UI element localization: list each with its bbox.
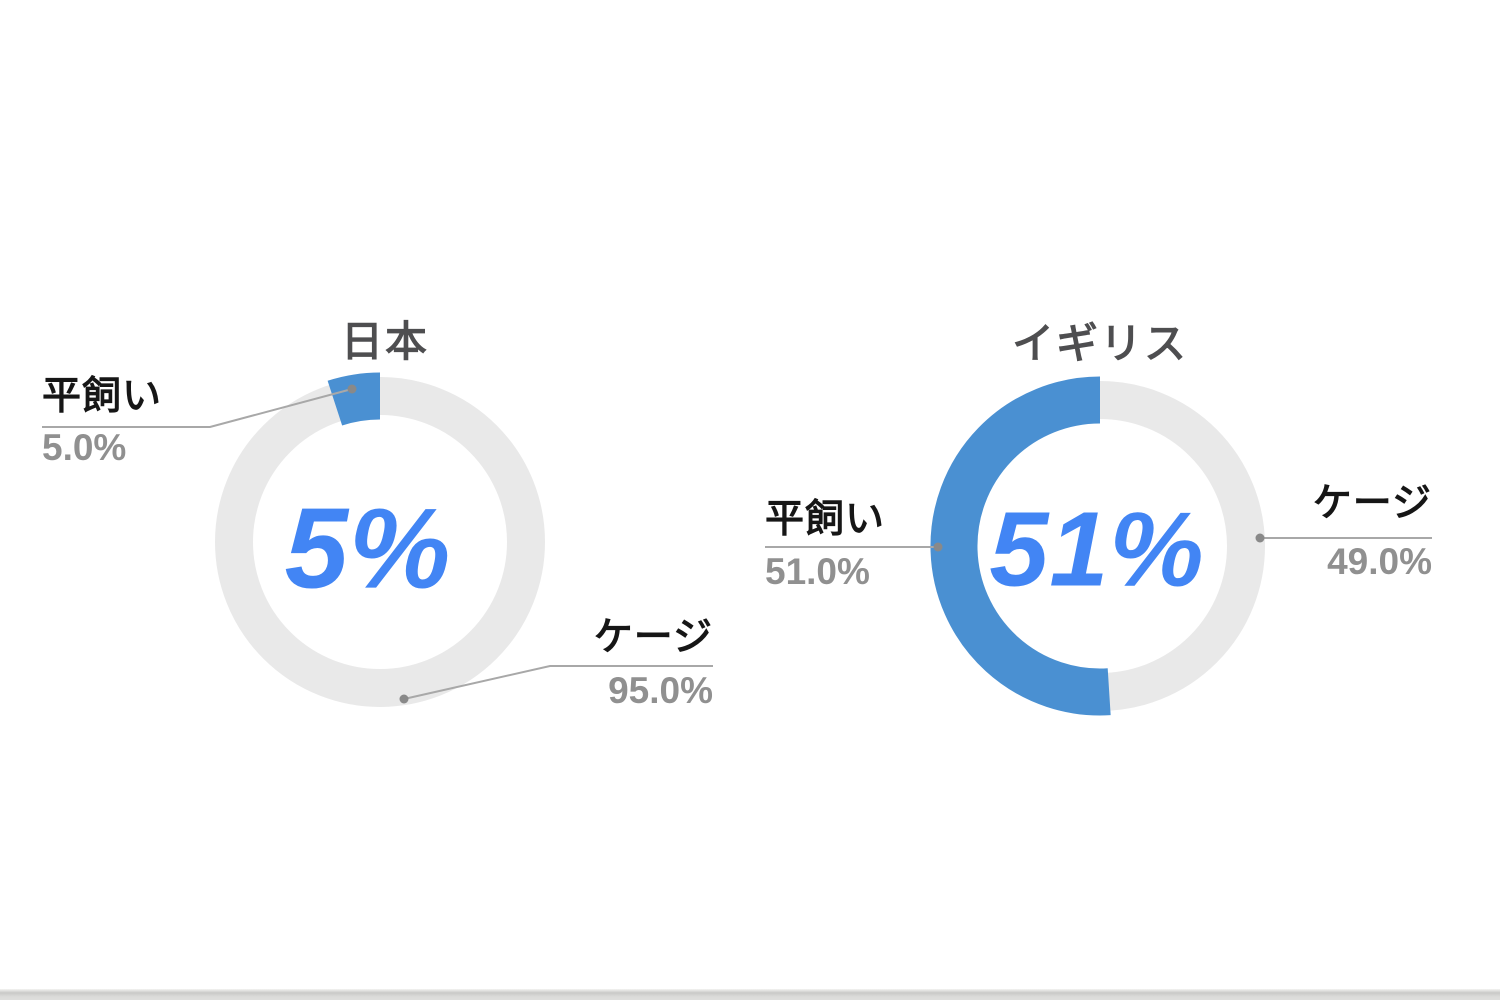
- donut-uk-value-arc: [930, 376, 1111, 716]
- slice-label-japan-hiragai: 平飼い: [42, 375, 163, 418]
- leader-line-japan-hiragai: [42, 388, 353, 428]
- leader-dot-japan-cage: [399, 694, 409, 704]
- slice-percent-uk-cage: 49.0%: [1327, 541, 1432, 582]
- leader-line-japan-cage: [403, 665, 713, 700]
- leader-dot-japan-hiragai: [347, 384, 357, 394]
- chart-title-uk: イギリス: [1011, 320, 1189, 367]
- slice-percent-japan-hiragai: 5.0%: [42, 427, 127, 468]
- leader-dot-uk-hiragai: [933, 542, 943, 552]
- chart-title-japan: 日本: [340, 318, 430, 365]
- slice-label-japan-cage: ケージ: [593, 616, 713, 659]
- slice-label-uk-hiragai: 平飼い: [765, 498, 886, 541]
- leader-dot-uk-cage: [1255, 533, 1265, 543]
- slice-percent-japan-cage: 95.0%: [608, 670, 713, 711]
- center-value-uk: 51%: [989, 490, 1205, 609]
- window-bottom-edge: [0, 989, 1500, 1000]
- slice-label-uk-cage: ケージ: [1312, 482, 1432, 525]
- donut-uk: [765, 376, 1432, 716]
- center-value-japan: 5%: [284, 485, 452, 613]
- donut-japan: [42, 372, 713, 707]
- slice-percent-uk-hiragai: 51.0%: [765, 551, 870, 592]
- donut-japan-value-arc: [327, 372, 381, 426]
